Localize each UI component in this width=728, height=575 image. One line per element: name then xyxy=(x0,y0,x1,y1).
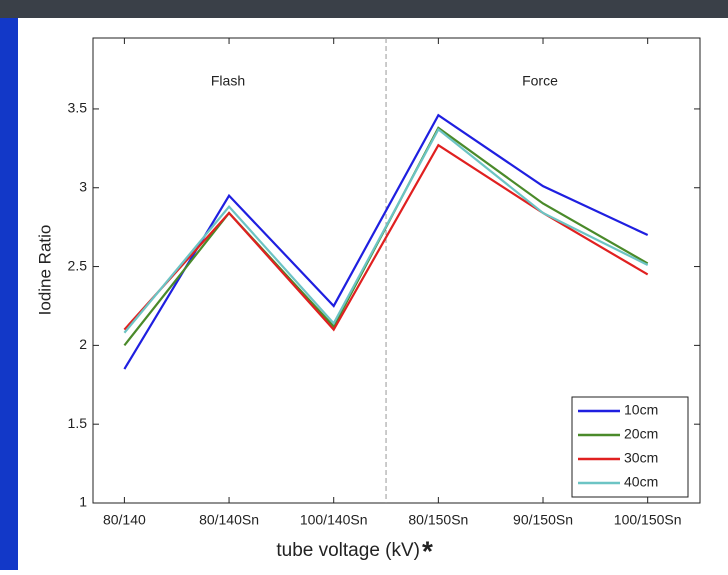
y-axis-label: Iodine Ratio xyxy=(35,225,54,316)
x-tick-label: 100/150Sn xyxy=(614,512,682,528)
legend-box xyxy=(571,396,689,498)
x-tick-label: 90/150Sn xyxy=(513,512,573,528)
y-tick-label: 2 xyxy=(79,336,87,352)
x-axis-mark: * xyxy=(422,535,433,566)
y-tick-label: 1.5 xyxy=(68,415,88,431)
x-tick-label: 80/150Sn xyxy=(408,512,468,528)
legend-label: 40cm xyxy=(624,474,658,490)
line xyxy=(123,127,649,334)
legend-label: 20cm xyxy=(624,426,658,442)
line xyxy=(123,143,649,332)
y-tick-label: 2.5 xyxy=(68,257,88,273)
legend-label: 30cm xyxy=(624,450,658,466)
y-tick-label: 1 xyxy=(79,494,87,510)
line xyxy=(123,113,649,370)
annotation: Flash xyxy=(211,73,245,89)
x-tick-label: 80/140 xyxy=(103,512,146,528)
x-axis-label: tube voltage (kV) xyxy=(276,540,420,561)
slide-band xyxy=(0,0,728,18)
x-tick-label: 80/140Sn xyxy=(199,512,259,528)
annotation: Force xyxy=(522,73,558,89)
slide-edge xyxy=(0,0,18,570)
y-tick-label: 3.5 xyxy=(68,100,88,116)
plot-frame xyxy=(92,37,701,504)
legend-label: 10cm xyxy=(624,402,658,418)
x-tick-label: 100/140Sn xyxy=(300,512,368,528)
y-tick-label: 3 xyxy=(79,178,87,194)
